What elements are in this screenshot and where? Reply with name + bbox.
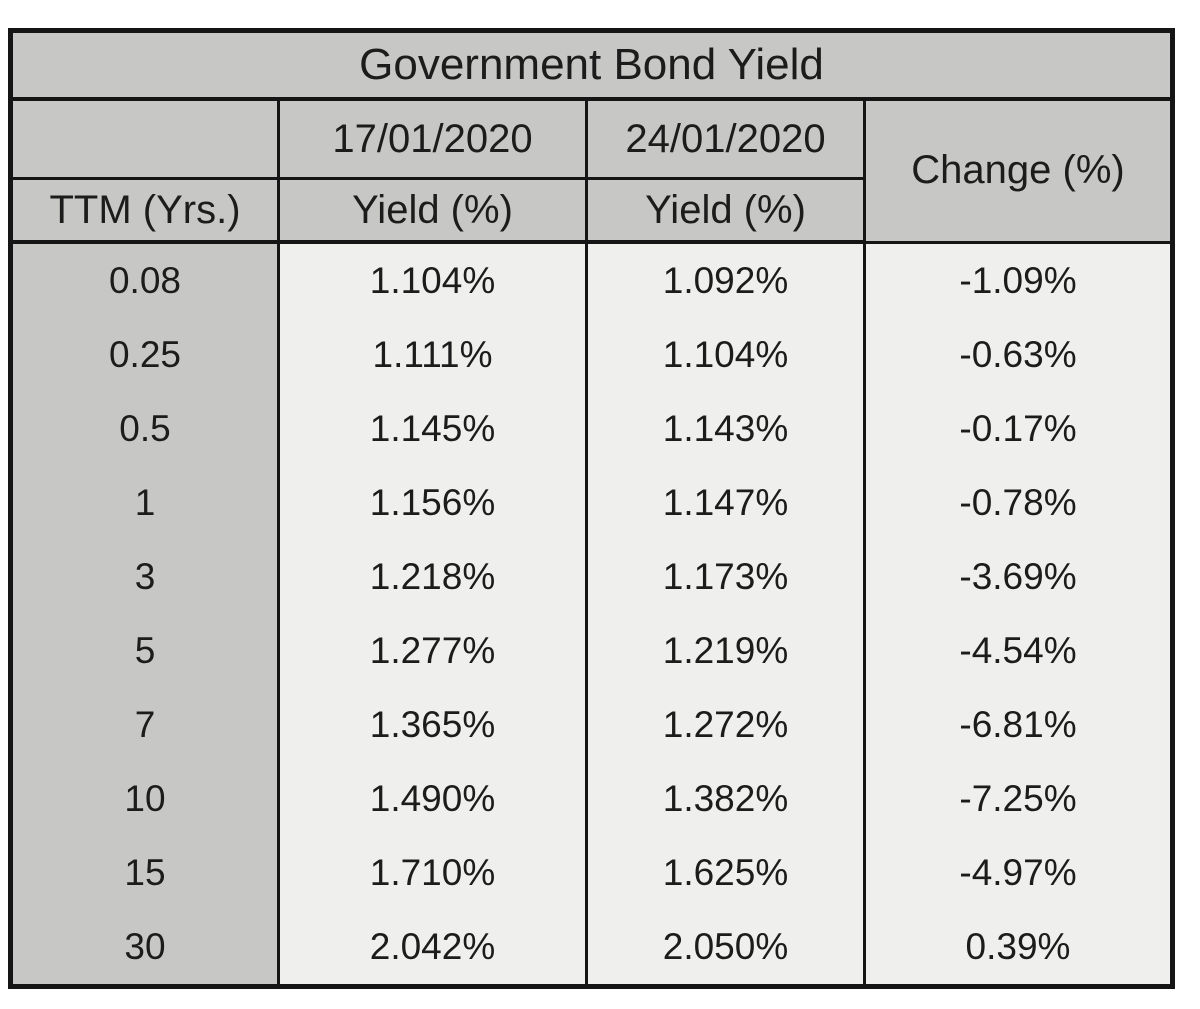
ttm-cell: 0.08 xyxy=(9,242,280,318)
yield2-cell: 1.173% xyxy=(585,540,866,614)
yield1-cell: 2.042% xyxy=(277,910,588,987)
yield2-cell: 1.143% xyxy=(585,392,866,466)
change-cell: -4.54% xyxy=(863,614,1174,688)
header-ttm-label: TTM (Yrs.) xyxy=(9,178,280,244)
header-yield-label-1: Yield (%) xyxy=(277,178,588,244)
header-date-1: 17/01/2020 xyxy=(277,99,588,180)
change-cell: -3.69% xyxy=(863,540,1174,614)
ttm-cell: 3 xyxy=(9,540,280,614)
table-row: 30 2.042% 2.050% 0.39% xyxy=(9,910,1174,987)
yield1-cell: 1.710% xyxy=(277,836,588,910)
change-cell: -0.17% xyxy=(863,392,1174,466)
yield1-cell: 1.145% xyxy=(277,392,588,466)
header-change-label: Change (%) xyxy=(863,99,1174,244)
table-row: 0.08 1.104% 1.092% -1.09% xyxy=(9,242,1174,318)
table-row: 0.5 1.145% 1.143% -0.17% xyxy=(9,392,1174,466)
table-row: 0.25 1.111% 1.104% -0.63% xyxy=(9,318,1174,392)
ttm-cell: 1 xyxy=(9,466,280,540)
yield1-cell: 1.156% xyxy=(277,466,588,540)
change-cell: -7.25% xyxy=(863,762,1174,836)
yield2-cell: 1.625% xyxy=(585,836,866,910)
ttm-cell: 30 xyxy=(9,910,280,987)
table-title: Government Bond Yield xyxy=(9,30,1174,101)
ttm-cell: 5 xyxy=(9,614,280,688)
header-yield-label-2: Yield (%) xyxy=(585,178,866,244)
change-cell: 0.39% xyxy=(863,910,1174,987)
yield2-cell: 2.050% xyxy=(585,910,866,987)
yield2-cell: 1.147% xyxy=(585,466,866,540)
header-date-2: 24/01/2020 xyxy=(585,99,866,180)
yield2-cell: 1.219% xyxy=(585,614,866,688)
yield1-cell: 1.218% xyxy=(277,540,588,614)
government-bond-yield-table: Government Bond Yield 17/01/2020 24/01/2… xyxy=(8,28,1175,989)
yield2-cell: 1.104% xyxy=(585,318,866,392)
change-cell: -0.63% xyxy=(863,318,1174,392)
yield1-cell: 1.365% xyxy=(277,688,588,762)
yield1-cell: 1.490% xyxy=(277,762,588,836)
ttm-cell: 10 xyxy=(9,762,280,836)
ttm-cell: 0.5 xyxy=(9,392,280,466)
table-row: 15 1.710% 1.625% -4.97% xyxy=(9,836,1174,910)
change-cell: -4.97% xyxy=(863,836,1174,910)
table-title-row: Government Bond Yield xyxy=(9,30,1174,101)
yield1-cell: 1.277% xyxy=(277,614,588,688)
table-row: 10 1.490% 1.382% -7.25% xyxy=(9,762,1174,836)
yield1-cell: 1.104% xyxy=(277,242,588,318)
change-cell: -1.09% xyxy=(863,242,1174,318)
table-row: 1 1.156% 1.147% -0.78% xyxy=(9,466,1174,540)
ttm-cell: 7 xyxy=(9,688,280,762)
header-row-labels: TTM (Yrs.) Yield (%) Yield (%) xyxy=(9,178,1173,244)
header-empty-cell xyxy=(9,99,280,180)
change-cell: -0.78% xyxy=(863,466,1174,540)
yield2-cell: 1.272% xyxy=(585,688,866,762)
yield2-cell: 1.092% xyxy=(585,242,866,318)
table-row: 5 1.277% 1.219% -4.54% xyxy=(9,614,1174,688)
ttm-cell: 15 xyxy=(9,836,280,910)
yield2-cell: 1.382% xyxy=(585,762,866,836)
change-cell: -6.81% xyxy=(863,688,1174,762)
header-row-dates: 17/01/2020 24/01/2020 Change (%) xyxy=(9,99,1174,244)
table-row: 7 1.365% 1.272% -6.81% xyxy=(9,688,1174,762)
yield1-cell: 1.111% xyxy=(277,318,588,392)
ttm-cell: 0.25 xyxy=(9,318,280,392)
table-row: 3 1.218% 1.173% -3.69% xyxy=(9,540,1174,614)
